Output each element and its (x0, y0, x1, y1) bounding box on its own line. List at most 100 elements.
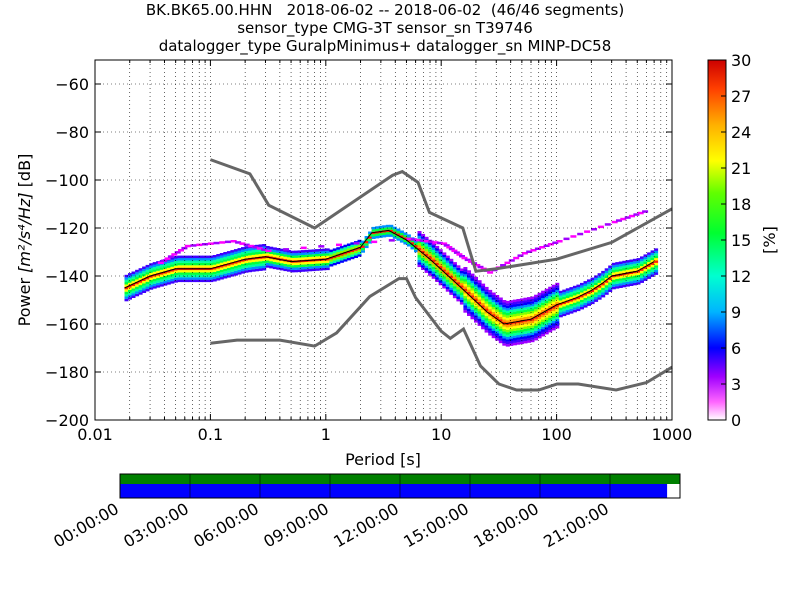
psd-cell (442, 262, 447, 265)
psd-cell (163, 266, 168, 269)
psd-cell (315, 251, 320, 254)
psd-cell (339, 260, 344, 263)
y-tick-label: −60 (55, 75, 89, 94)
psd-cell (467, 287, 471, 290)
psd-cell (297, 255, 302, 258)
psd-cell (608, 272, 613, 276)
psd-cell (629, 259, 634, 262)
psd-cell (502, 336, 507, 339)
psd-cell (498, 321, 503, 324)
psd-cell (145, 286, 150, 289)
psd-cell (212, 267, 217, 270)
psd-cell (636, 272, 641, 275)
psd-cell (283, 263, 288, 267)
psd-cell (159, 276, 164, 280)
psd-cell (269, 258, 274, 262)
psd-cell (322, 248, 327, 252)
psd-cell (191, 258, 196, 261)
psd-cell (135, 277, 140, 280)
psd-cell (392, 233, 397, 237)
psd-cell (329, 254, 334, 257)
psd-cell (470, 309, 475, 313)
psd-cell (339, 255, 344, 258)
psd-cell (548, 310, 553, 314)
psd-cell (142, 266, 147, 269)
new-high-noise-model (209, 158, 673, 273)
psd-cell (611, 270, 616, 273)
psd-cell (509, 309, 514, 313)
psd-cell (572, 302, 577, 306)
psd-cell (505, 303, 510, 306)
psd-cell (537, 335, 542, 339)
psd-cell (378, 225, 383, 229)
psd-cell (138, 280, 143, 283)
psd-cell (643, 256, 648, 260)
y-tick-label: −100 (45, 171, 89, 190)
psd-cell (509, 326, 514, 330)
psd-cell (474, 305, 478, 309)
psd-cell (495, 319, 500, 322)
psd-cell (290, 257, 295, 261)
psd-cell (124, 286, 129, 290)
psd-cell (145, 288, 150, 292)
psd-cell (442, 252, 447, 255)
psd-cell (505, 341, 510, 345)
psd-cell (438, 251, 443, 255)
x-tick-label: 0.1 (198, 425, 223, 444)
psd-cell (128, 294, 132, 298)
psd-cell (159, 264, 164, 268)
psd-cell (152, 274, 157, 277)
psd-cell (445, 286, 450, 290)
psd-cell (604, 275, 609, 278)
psd-cell (640, 266, 644, 269)
psd-cell (251, 262, 256, 265)
psd-cell (615, 271, 620, 275)
psd-cell (449, 258, 454, 262)
psd-cell (563, 237, 570, 241)
psd-cell (223, 276, 228, 279)
psd-cell (537, 331, 542, 334)
psd-cell (438, 282, 443, 286)
psd-cell (223, 261, 228, 265)
psd-cell (198, 258, 203, 261)
time-tick-label: 12:00:00 (330, 499, 402, 551)
psd-cell (618, 271, 623, 274)
psd-cell (519, 332, 524, 335)
psd-cell (322, 260, 327, 264)
psd-cell (128, 280, 132, 283)
psd-cell (255, 252, 260, 255)
psd-cell (435, 248, 440, 251)
psd-cell (495, 302, 500, 305)
psd-cell (459, 294, 464, 298)
psd-cell (329, 249, 334, 253)
psd-cell (452, 283, 457, 287)
psd-cell (629, 283, 634, 286)
psd-cell (417, 252, 422, 256)
psd-cell (163, 268, 168, 272)
psd-cell (163, 273, 168, 276)
psd-cell (537, 292, 542, 296)
psd-cell (410, 238, 417, 241)
psd-cell (195, 265, 200, 268)
psd-cell (202, 270, 207, 273)
psd-cell (445, 277, 450, 280)
psd-cell (558, 305, 563, 308)
psd-cell (421, 245, 426, 249)
psd-cell (537, 316, 542, 320)
psd-cell (442, 264, 447, 267)
psd-cell (375, 228, 380, 232)
psd-cell (647, 269, 652, 272)
psd-cell (622, 270, 627, 273)
psd-cell (459, 268, 464, 271)
psd-cell (484, 286, 489, 290)
psd-cell (629, 264, 634, 267)
psd-cell (237, 272, 242, 275)
psd-cell (495, 335, 500, 339)
psd-cell (530, 313, 535, 316)
psd-cell (149, 263, 154, 266)
psd-cell (142, 276, 147, 279)
psd-cell (544, 317, 549, 320)
psd-cell (442, 266, 447, 270)
psd-cell (336, 259, 341, 262)
psd-cell (488, 292, 493, 295)
